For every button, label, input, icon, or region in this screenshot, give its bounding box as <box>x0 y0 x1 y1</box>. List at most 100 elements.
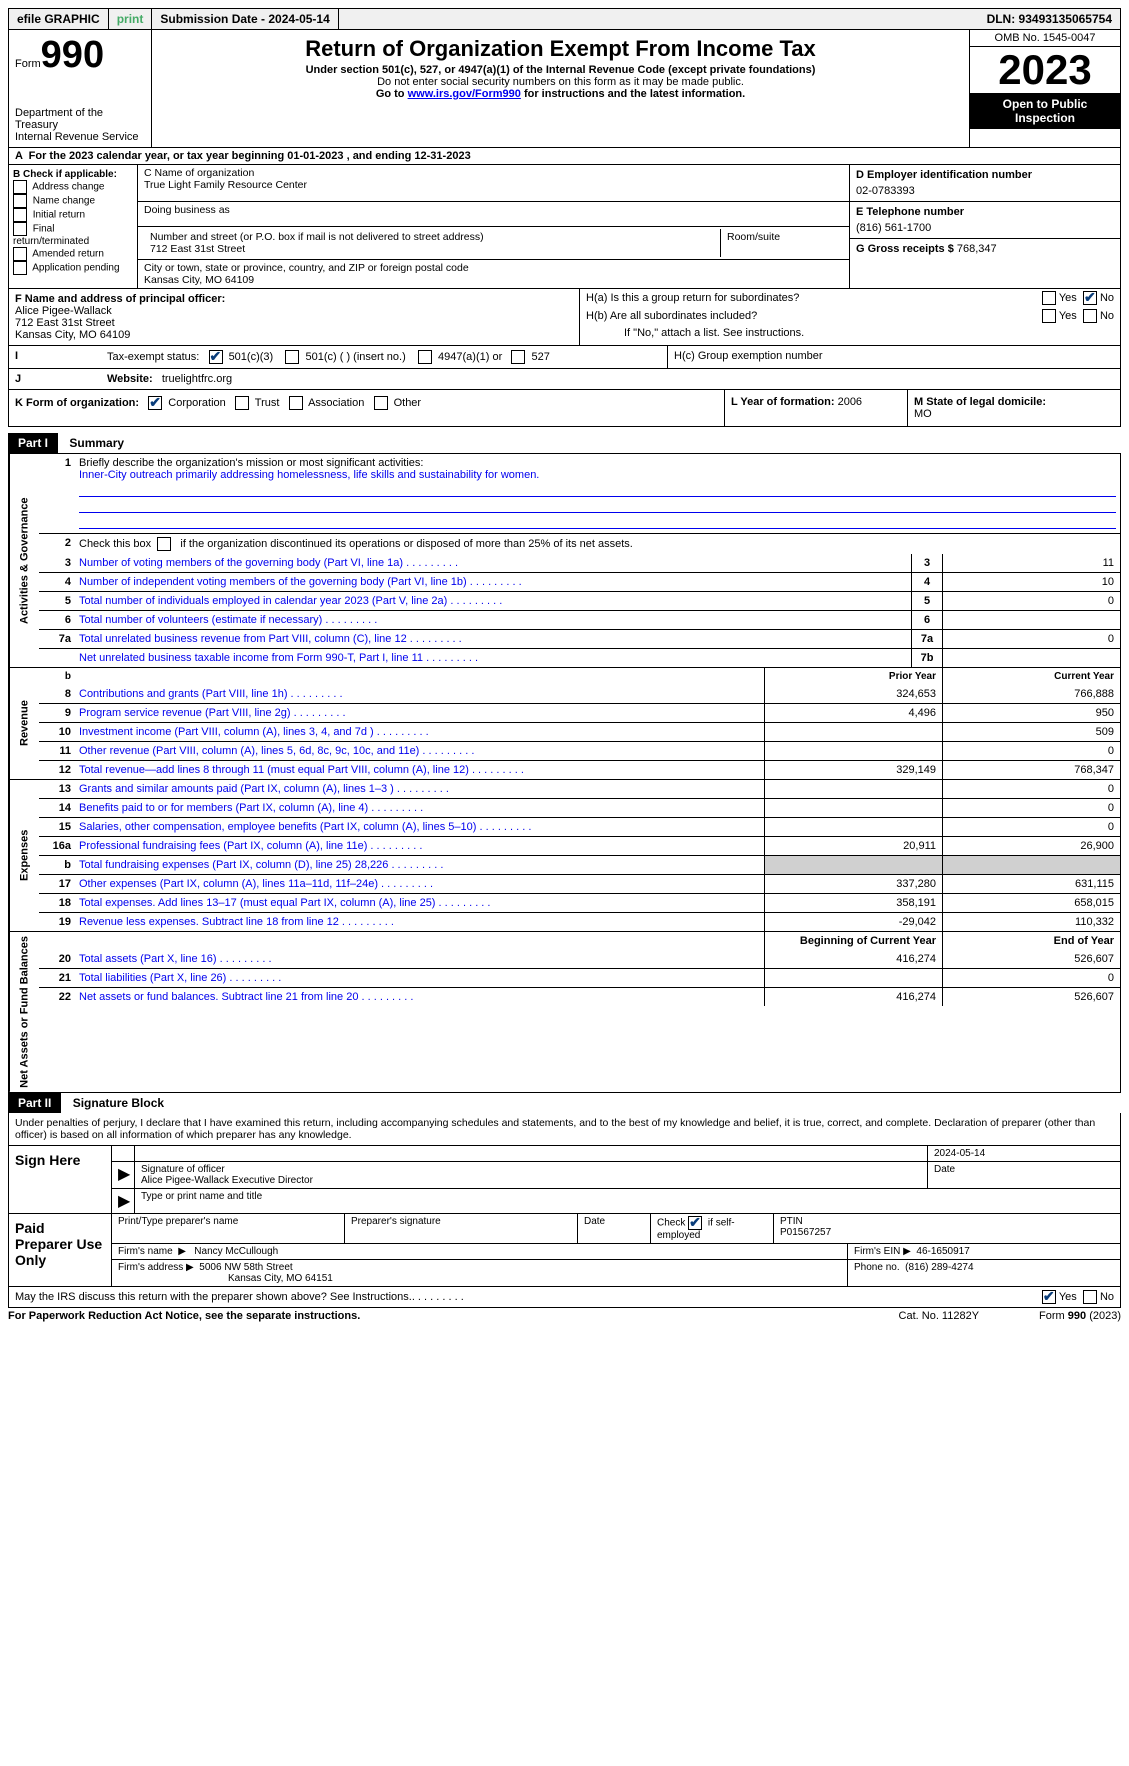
ha-no-checkbox[interactable] <box>1083 291 1097 305</box>
trust-checkbox[interactable] <box>235 396 249 410</box>
box-b-item: Application pending <box>13 261 133 275</box>
form-note2: Go to www.irs.gov/Form990 for instructio… <box>158 88 963 100</box>
box-f: F Name and address of principal officer:… <box>9 289 579 345</box>
form-number: Form990 <box>15 34 145 77</box>
efile-label: efile GRAPHIC <box>9 9 109 29</box>
form-header: Form990 Department of the Treasury Inter… <box>8 30 1121 148</box>
firm-addr2: Kansas City, MO 64151 <box>228 1273 333 1284</box>
prior-val <box>764 969 942 987</box>
line2-checkbox[interactable] <box>157 537 171 551</box>
assoc-checkbox[interactable] <box>289 396 303 410</box>
box-b-checkbox[interactable] <box>13 247 27 261</box>
other-checkbox[interactable] <box>374 396 388 410</box>
line-val: 0 <box>942 592 1120 610</box>
line-val <box>942 611 1120 629</box>
info-block: B Check if applicable: Address change Na… <box>8 165 1121 289</box>
line-desc: Net assets or fund balances. Subtract li… <box>75 988 764 1006</box>
part1-gov: Activities & Governance 1 Briefly descri… <box>8 453 1121 668</box>
tel-label: E Telephone number <box>856 206 1114 218</box>
inspection-label: Open to Public Inspection <box>970 93 1120 129</box>
discuss-no-checkbox[interactable] <box>1083 1290 1097 1304</box>
corp-checkbox[interactable] <box>148 396 162 410</box>
prior-val: 416,274 <box>764 988 942 1006</box>
hb-yes-checkbox[interactable] <box>1042 309 1056 323</box>
preparer-block: Paid Preparer Use Only Print/Type prepar… <box>8 1214 1121 1287</box>
current-val: 526,607 <box>942 988 1120 1006</box>
bottom-row: For Paperwork Reduction Act Notice, see … <box>8 1308 1121 1322</box>
part2-header-row: Part II Signature Block <box>8 1093 1121 1113</box>
summary-line: 10Investment income (Part VIII, column (… <box>39 722 1120 741</box>
current-val: 0 <box>942 780 1120 798</box>
row-i-label: I <box>9 346 101 368</box>
box-b-checkbox[interactable] <box>13 208 27 222</box>
box-b-checkbox[interactable] <box>13 180 27 194</box>
line-a: A For the 2023 calendar year, or tax yea… <box>8 148 1121 165</box>
sign-here-label: Sign Here <box>9 1146 112 1213</box>
dept-label: Department of the Treasury Internal Reve… <box>15 107 145 143</box>
side-governance: Activities & Governance <box>9 454 39 667</box>
state-domicile: MO <box>914 408 932 420</box>
firm-ein-label: Firm's EIN <box>854 1246 900 1257</box>
irs-link[interactable]: www.irs.gov/Form990 <box>408 88 521 100</box>
line-desc: Number of voting members of the governin… <box>75 554 911 572</box>
box-b-checkbox[interactable] <box>13 194 27 208</box>
omb-number: OMB No. 1545-0047 <box>970 30 1120 47</box>
box-b-item: Amended return <box>13 247 133 261</box>
officer-street: 712 East 31st Street <box>15 317 573 329</box>
501c3-checkbox[interactable] <box>209 350 223 364</box>
prior-val <box>764 780 942 798</box>
sig-officer-label: Signature of officer <box>141 1164 225 1175</box>
year-formation: 2006 <box>838 396 862 408</box>
ptin: P01567257 <box>780 1227 831 1238</box>
print-button[interactable]: print <box>109 9 153 29</box>
prior-val <box>764 818 942 836</box>
mission-text: Inner-City outreach primarily addressing… <box>79 469 539 481</box>
current-val: 0 <box>942 742 1120 760</box>
prior-val: 329,149 <box>764 761 942 779</box>
summary-line: 17Other expenses (Part IX, column (A), l… <box>39 874 1120 893</box>
summary-line: 5Total number of individuals employed in… <box>39 591 1120 610</box>
summary-line: 14Benefits paid to or for members (Part … <box>39 798 1120 817</box>
summary-line: 13Grants and similar amounts paid (Part … <box>39 780 1120 798</box>
prior-val <box>764 856 942 874</box>
hb-no-checkbox[interactable] <box>1083 309 1097 323</box>
summary-line: 15Salaries, other compensation, employee… <box>39 817 1120 836</box>
tax-year: 2023 <box>970 47 1120 93</box>
box-b-item: Final return/terminated <box>13 222 133 247</box>
part1-title: Summary <box>69 436 124 450</box>
h-c-label: H(c) Group exemption number <box>667 346 1120 368</box>
discuss-yes-checkbox[interactable] <box>1042 1290 1056 1304</box>
prior-val: 4,496 <box>764 704 942 722</box>
submission-date: Submission Date - 2024-05-14 <box>152 9 338 29</box>
line-desc: Total fundraising expenses (Part IX, col… <box>75 856 764 874</box>
4947-checkbox[interactable] <box>418 350 432 364</box>
dln: DLN: 93493135065754 <box>979 9 1120 29</box>
current-val: 26,900 <box>942 837 1120 855</box>
box-c: C Name of organization True Light Family… <box>138 165 849 288</box>
prior-val <box>764 799 942 817</box>
current-val: 631,115 <box>942 875 1120 893</box>
527-checkbox[interactable] <box>511 350 525 364</box>
summary-line: Net unrelated business taxable income fr… <box>39 648 1120 667</box>
sign-block: Sign Here 2024-05-14 ▶ Signature of offi… <box>8 1146 1121 1214</box>
summary-line: 7aTotal unrelated business revenue from … <box>39 629 1120 648</box>
org-name-label: C Name of organization <box>144 167 843 179</box>
current-val: 0 <box>942 969 1120 987</box>
line2: Check this box if the organization disco… <box>75 534 1120 554</box>
box-b-checkbox[interactable] <box>13 222 27 236</box>
ha-yes-checkbox[interactable] <box>1042 291 1056 305</box>
line-desc: Salaries, other compensation, employee b… <box>75 818 764 836</box>
type-name-label: Type or print name and title <box>135 1189 1120 1213</box>
org-name: True Light Family Resource Center <box>144 179 843 191</box>
line-val: 11 <box>942 554 1120 572</box>
form-subtitle: Under section 501(c), 527, or 4947(a)(1)… <box>158 64 963 76</box>
summary-line: 18Total expenses. Add lines 13–17 (must … <box>39 893 1120 912</box>
gross-label: G Gross receipts $ <box>856 243 954 255</box>
box-b-checkbox[interactable] <box>13 261 27 275</box>
box-d: D Employer identification number 02-0783… <box>849 165 1120 288</box>
current-val: 0 <box>942 799 1120 817</box>
line-val: 0 <box>942 630 1120 648</box>
self-emp-checkbox[interactable] <box>688 1216 702 1230</box>
501c-checkbox[interactable] <box>285 350 299 364</box>
summary-line: 16aProfessional fundraising fees (Part I… <box>39 836 1120 855</box>
